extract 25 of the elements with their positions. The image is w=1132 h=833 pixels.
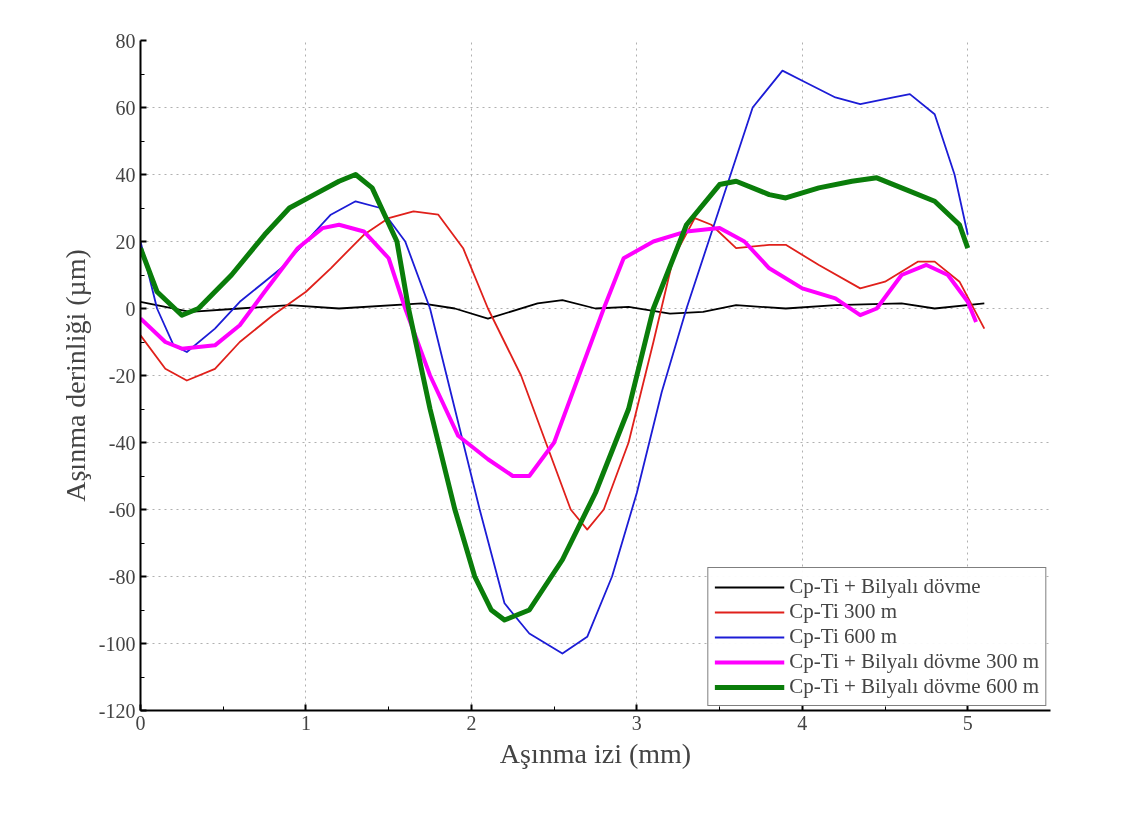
y-tick-label: 0 (125, 297, 136, 320)
y-tick-label: 40 (115, 163, 136, 186)
y-axis-title: Aşınma derinliği (µm) (59, 249, 91, 502)
y-tick-label: -60 (108, 498, 136, 521)
legend-label: Cp-Ti + Bilyalı dövme (789, 574, 981, 599)
y-tick-label: 80 (115, 29, 136, 52)
y-tick-label: -80 (108, 565, 136, 588)
x-tick-label: 1 (300, 711, 311, 734)
y-tick-label: 60 (115, 96, 136, 119)
legend-label: Cp-Ti + Bilyalı dövme 600 m (789, 674, 1039, 699)
x-axis-title: Aşınma izi (mm) (499, 737, 692, 769)
y-tick-label: -120 (98, 699, 136, 722)
legend-label: Cp-Ti 600 m (789, 624, 898, 649)
x-tick-label: 5 (962, 711, 973, 734)
legend-label: Cp-Ti 300 m (789, 599, 898, 624)
y-tick-label: -20 (108, 364, 136, 387)
y-tick-label: 20 (115, 230, 136, 253)
y-tick-label: -40 (108, 431, 136, 454)
line-series (140, 210, 986, 531)
y-tick-label: -100 (98, 632, 136, 655)
x-tick-label: 2 (466, 711, 477, 734)
x-tick-label: 4 (797, 711, 808, 734)
x-tick-label: 3 (631, 711, 642, 734)
line-series (140, 222, 979, 478)
legend-label: Cp-Ti + Bilyalı dövme 300 m (789, 649, 1039, 674)
